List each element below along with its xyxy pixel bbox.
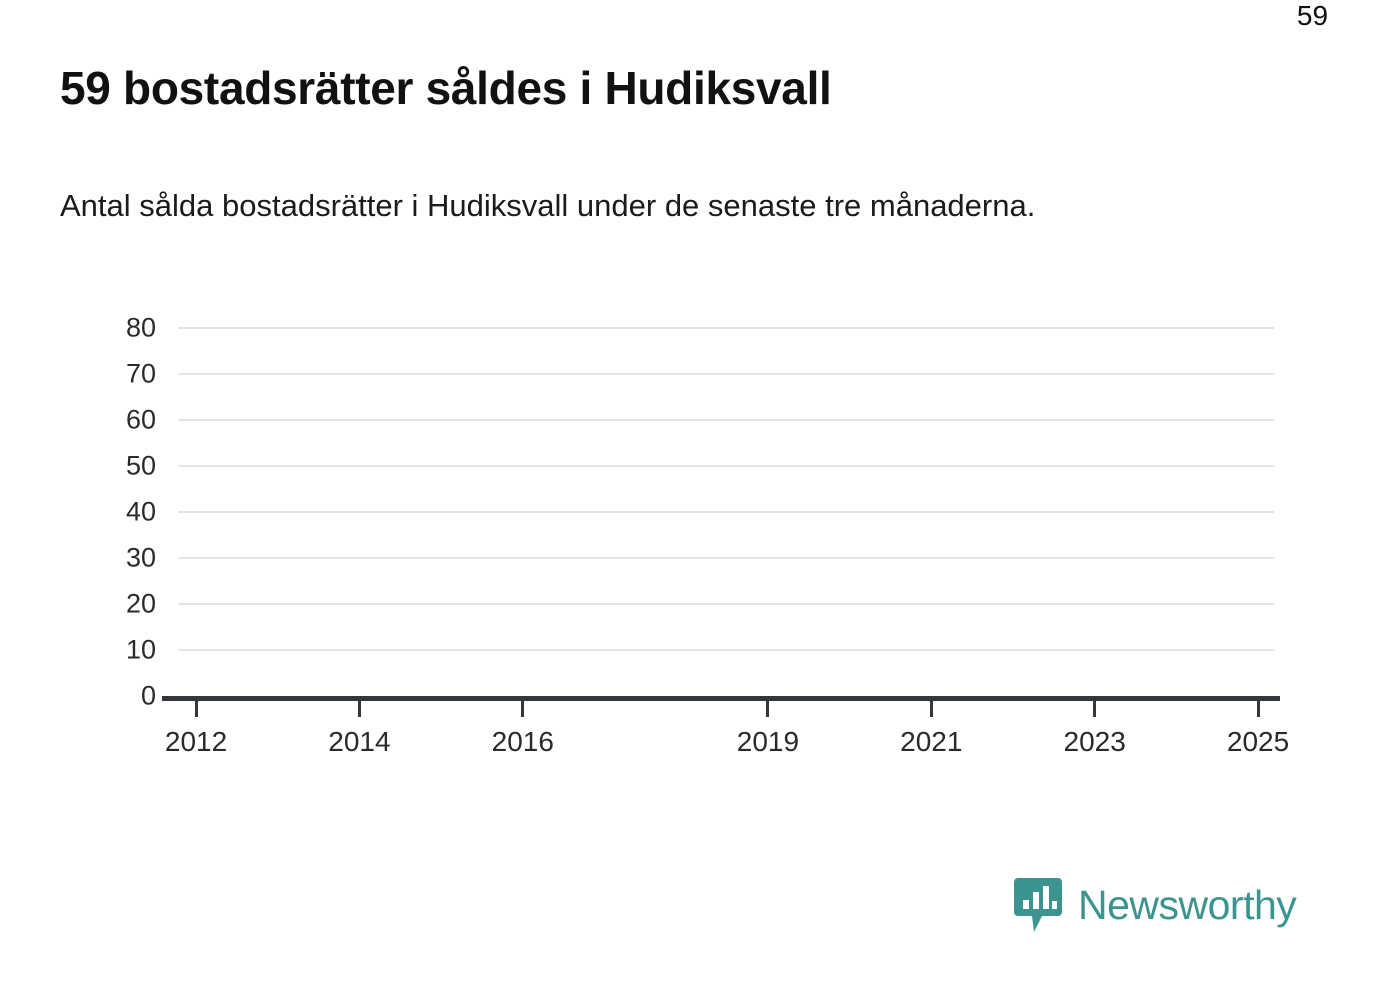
x-axis-tick-label: 2019 [736, 726, 800, 757]
gridline [178, 649, 1274, 651]
newsworthy-wordmark: Newsworthy [1078, 881, 1297, 928]
gridline [178, 511, 1274, 513]
x-axis-tick-label: 2023 [1063, 726, 1126, 757]
y-axis-tick-label: 0 [140, 680, 156, 711]
x-axis-tick [194, 701, 198, 717]
x-axis-tick [357, 701, 361, 717]
gridline [178, 557, 1274, 559]
gridline [178, 373, 1274, 375]
newsworthy-logo: Newsworthy [1012, 876, 1297, 934]
x-axis-tick [1093, 701, 1097, 717]
x-axis-tick-label: 2012 [164, 726, 228, 757]
x-axis-tick [766, 701, 770, 717]
gridline [178, 465, 1274, 467]
y-axis-tick-label: 70 [125, 358, 156, 389]
page-title: 59 bostadsrätter såldes i Hudiksvall [60, 62, 832, 114]
x-axis-tick-label: 2025 [1226, 726, 1290, 757]
page-subtitle: Antal sålda bostadsrätter i Hudiksvall u… [60, 188, 1036, 223]
highlighted-value-label: 59 [1296, 0, 1329, 31]
y-axis-tick-label: 40 [125, 496, 156, 527]
y-axis-tick-label: 80 [125, 312, 156, 343]
x-axis-tick-label: 2021 [900, 726, 963, 757]
y-axis-tick-label: 50 [125, 450, 156, 481]
x-axis-line [162, 696, 1280, 701]
gridline [178, 327, 1274, 329]
y-axis-tick-label: 60 [125, 404, 156, 435]
y-axis-tick-label: 10 [125, 634, 156, 665]
y-axis-tick-label: 30 [125, 542, 156, 573]
gridline [178, 603, 1274, 605]
x-axis-tick [521, 701, 525, 717]
y-axis-tick-label: 20 [125, 588, 156, 619]
newsworthy-bars-bubble-icon [1012, 876, 1064, 934]
x-axis-tick-label: 2016 [491, 726, 554, 757]
gridline [178, 419, 1274, 421]
x-axis-tick-label: 2014 [328, 726, 391, 757]
x-axis-tick [1256, 701, 1260, 717]
x-axis-tick [929, 701, 933, 717]
